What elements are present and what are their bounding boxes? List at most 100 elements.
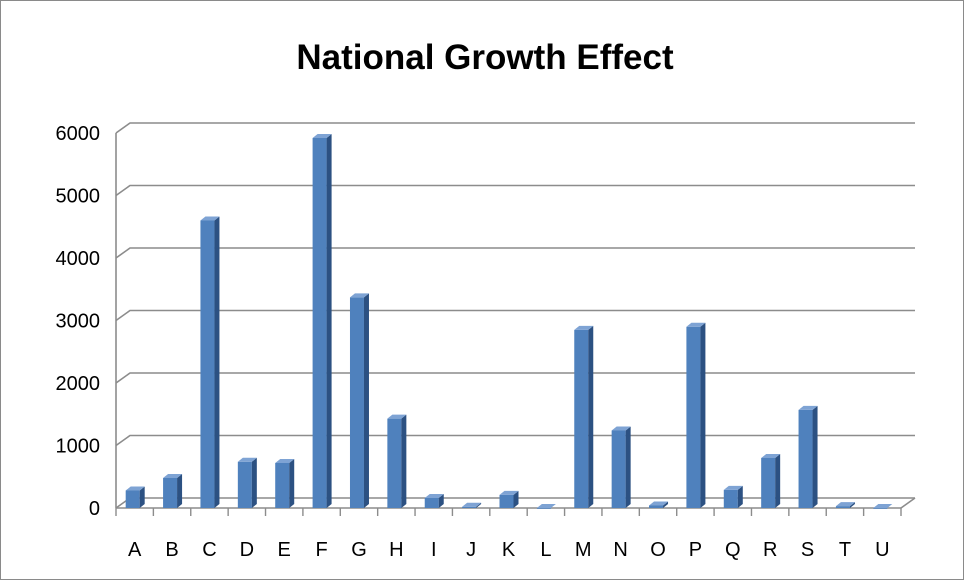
bar-front — [163, 478, 178, 508]
bar — [686, 322, 706, 508]
bar-front — [574, 329, 589, 508]
x-tick-label: R — [763, 539, 777, 561]
x-tick-label: U — [875, 539, 889, 561]
bar — [873, 504, 893, 509]
bar-top — [723, 485, 743, 490]
x-tick-label: J — [466, 539, 476, 561]
bar-front — [275, 463, 290, 508]
floor-edge — [900, 497, 916, 509]
x-tick-label: T — [839, 539, 851, 561]
bar-top — [424, 494, 444, 498]
bar — [574, 325, 594, 508]
bar-top — [125, 486, 145, 491]
bar-top — [761, 454, 781, 458]
y-tick-label: 2000 — [56, 373, 101, 395]
y-tick-label: 0 — [89, 498, 100, 520]
bars — [125, 134, 893, 509]
bar — [275, 459, 295, 508]
bar-side — [812, 405, 818, 508]
bar-side — [476, 502, 482, 508]
bar-front — [798, 409, 813, 508]
bar-front — [349, 297, 364, 508]
x-tick-label: K — [502, 539, 516, 561]
bar — [200, 216, 220, 508]
bar-side — [289, 459, 295, 508]
gridline — [115, 434, 915, 447]
bar-top — [499, 490, 519, 495]
bar-side — [588, 325, 594, 508]
y-tick-label: 4000 — [56, 248, 101, 270]
gridline — [115, 309, 915, 322]
bar-front — [462, 506, 477, 508]
bar — [387, 414, 407, 508]
bar — [237, 457, 257, 508]
gridline — [115, 122, 915, 134]
bar-top — [200, 216, 220, 221]
bar-side — [849, 502, 855, 508]
x-tick-label: F — [315, 539, 327, 561]
x-tick-label: I — [431, 539, 437, 561]
gridline — [115, 372, 915, 384]
x-tick-label: M — [575, 539, 592, 561]
bar — [312, 134, 332, 508]
bar-side — [513, 490, 519, 508]
x-tick-label: G — [351, 539, 367, 561]
x-tick-label: C — [202, 539, 216, 561]
bar-top — [649, 501, 669, 506]
bar — [611, 426, 631, 508]
bar-top — [873, 504, 893, 508]
x-tick-label: L — [540, 539, 551, 561]
bar — [462, 502, 482, 508]
bar-front — [873, 508, 888, 509]
bar-side — [438, 494, 444, 508]
x-tick-label: N — [613, 539, 627, 561]
bar-top — [798, 405, 818, 410]
bar-top — [237, 457, 257, 462]
bar-front — [649, 505, 664, 508]
bar-front — [835, 506, 850, 508]
bar-top — [163, 474, 183, 478]
bar — [798, 405, 818, 508]
bar-top — [349, 293, 369, 298]
bar-front — [723, 489, 738, 508]
bar — [125, 486, 145, 508]
bar-front — [536, 508, 551, 509]
bar-front — [761, 458, 776, 508]
bar-top — [536, 504, 556, 508]
bar — [424, 494, 444, 508]
bar-top — [387, 414, 407, 419]
bar-side — [251, 457, 257, 508]
gridline — [115, 247, 915, 259]
bar-side — [214, 216, 220, 508]
bar — [835, 502, 855, 508]
bar-side — [737, 485, 743, 508]
x-tick-label: H — [389, 539, 403, 561]
x-tick-label: E — [278, 539, 291, 561]
bar — [723, 485, 743, 508]
bar — [536, 504, 556, 509]
bar-top — [611, 426, 631, 431]
bar — [761, 454, 781, 508]
bar-side — [700, 322, 706, 508]
bar-front — [499, 494, 514, 508]
bar-side — [775, 454, 781, 508]
y-axis-ticks: 0 1000 2000 3000 4000 5000 6000 — [56, 123, 101, 520]
bar — [349, 293, 369, 508]
bar-front — [611, 430, 626, 508]
x-tick-label: D — [240, 539, 254, 561]
bar-side — [401, 414, 407, 508]
bar-side — [326, 134, 332, 508]
chart-title: National Growth Effect — [296, 38, 674, 77]
x-tick-label: Q — [725, 539, 741, 561]
bar-top — [462, 502, 482, 507]
bar-front — [125, 490, 140, 508]
x-tick-label: P — [689, 539, 702, 561]
bar-front — [200, 220, 215, 508]
gridlines — [115, 122, 916, 509]
x-tick-label: A — [128, 539, 142, 561]
x-tick-label: B — [165, 539, 178, 561]
bar-side — [625, 426, 631, 508]
bar-top — [686, 322, 706, 327]
